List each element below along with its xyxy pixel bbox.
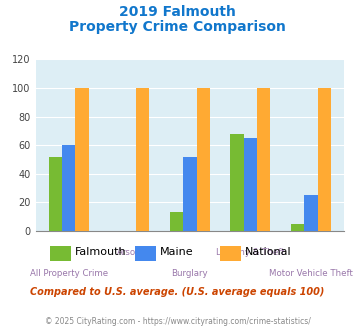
Text: Compared to U.S. average. (U.S. average equals 100): Compared to U.S. average. (U.S. average … (30, 287, 325, 297)
Text: © 2025 CityRating.com - https://www.cityrating.com/crime-statistics/: © 2025 CityRating.com - https://www.city… (45, 317, 310, 326)
Bar (197, 88, 210, 231)
Bar (76, 88, 89, 231)
Bar (62, 145, 76, 231)
Text: National: National (245, 248, 291, 257)
Bar (304, 195, 318, 231)
Text: Arson: Arson (117, 248, 142, 257)
Bar (257, 88, 271, 231)
Bar (136, 88, 149, 231)
Bar (170, 213, 183, 231)
Text: Burglary: Burglary (171, 269, 208, 278)
Text: Motor Vehicle Theft: Motor Vehicle Theft (269, 269, 353, 278)
Bar (183, 157, 197, 231)
Bar (49, 157, 62, 231)
Bar (244, 138, 257, 231)
Text: Maine: Maine (160, 248, 193, 257)
Text: Larceny & Theft: Larceny & Theft (216, 248, 285, 257)
Text: Property Crime Comparison: Property Crime Comparison (69, 20, 286, 34)
Bar (318, 88, 331, 231)
Text: All Property Crime: All Property Crime (30, 269, 108, 278)
Bar (230, 134, 244, 231)
Text: 2019 Falmouth: 2019 Falmouth (119, 5, 236, 19)
Bar (291, 224, 304, 231)
Text: Falmouth: Falmouth (75, 248, 126, 257)
